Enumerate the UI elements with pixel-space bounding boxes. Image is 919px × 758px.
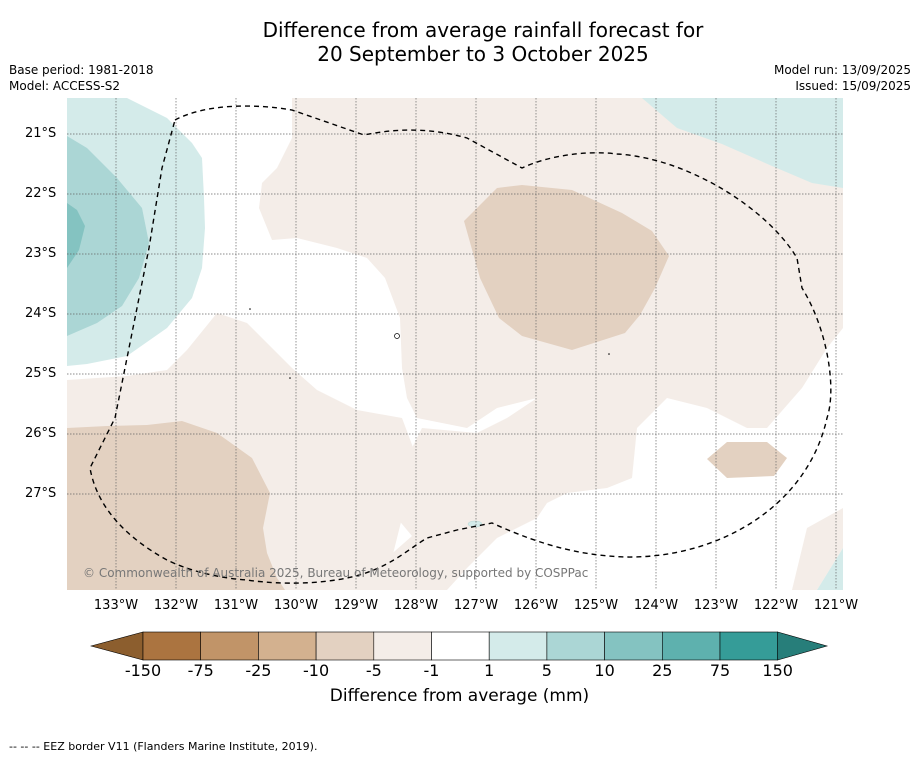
longitude-tick-label: 132°W <box>153 598 199 613</box>
latitude-tick-label: 23°S <box>25 246 57 261</box>
colorbar <box>90 631 829 661</box>
colorbar-title: Difference from average (mm) <box>329 686 590 706</box>
colorbar-over-arrow <box>777 631 829 661</box>
colorbar-tick-label: -1 <box>423 661 440 680</box>
contour-light-teal-northeast <box>642 98 843 188</box>
colorbar-segment <box>719 631 779 661</box>
contour-light-brown-east <box>792 508 843 590</box>
colorbar-tick-label: 10 <box>594 661 615 680</box>
contour-light-teal-southeast <box>817 548 843 590</box>
colorbar-segment <box>200 631 259 661</box>
colorbar-segment <box>315 631 375 661</box>
longitude-tick-label: 126°W <box>513 598 559 613</box>
colorbar-under-arrow <box>90 631 144 661</box>
contour-medium-brown-southwest <box>67 421 285 590</box>
longitude-tick-label: 121°W <box>813 598 859 613</box>
eez-border <box>89 105 832 584</box>
rainfall-anomaly-map: © Commonwealth of Australia 2025, Bureau… <box>67 98 843 590</box>
island-dot <box>289 377 291 379</box>
colorbar-segment <box>258 631 317 661</box>
colorbar-segment <box>604 631 663 661</box>
colorbar-segment <box>661 631 721 661</box>
contour-light-brown-northeast <box>397 98 427 113</box>
issued-date: Issued: 15/09/2025 <box>795 79 911 93</box>
colorbar-tick-label: -5 <box>365 661 382 680</box>
longitude-tick-label: 130°W <box>273 598 319 613</box>
model-run: Model run: 13/09/2025 <box>773 63 911 77</box>
longitude-tick-label: 128°W <box>393 598 439 613</box>
copyright-text: © Commonwealth of Australia 2025, Bureau… <box>83 566 588 580</box>
latitude-tick-label: 24°S <box>25 306 57 321</box>
longitude-tick-label: 129°W <box>333 598 379 613</box>
colorbar-segment <box>373 631 432 661</box>
graticule <box>67 98 843 590</box>
colorbar-segment <box>431 631 490 661</box>
latitude-tick-label: 25°S <box>25 366 57 381</box>
colorbar-tick-label: -25 <box>245 661 272 680</box>
contour-medium-brown-center <box>464 185 669 350</box>
base-period: Base period: 1981-2018 <box>9 63 154 77</box>
latitude-tick-label: 22°S <box>25 186 57 201</box>
eez-legend-note: -- -- -- EEZ border V11 (Flanders Marine… <box>9 740 318 753</box>
island-dot <box>394 333 400 339</box>
colorbar-tick-label: 25 <box>652 661 673 680</box>
longitude-tick-label: 122°W <box>753 598 799 613</box>
colorbar-tick-label: -150 <box>124 661 162 680</box>
contour-dark-teal-west <box>67 203 85 268</box>
island-dot <box>608 353 610 355</box>
longitude-tick-label: 131°W <box>213 598 259 613</box>
latitude-tick-label: 21°S <box>25 126 57 141</box>
title-line-1: Difference from average rainfall forecas… <box>262 18 704 42</box>
longitude-tick-label: 124°W <box>633 598 679 613</box>
meta-left: Base period: 1981-2018 Model: ACCESS-S2 <box>9 62 154 94</box>
island-dot <box>249 308 251 310</box>
longitude-tick-label: 125°W <box>573 598 619 613</box>
longitude-tick-label: 123°W <box>693 598 739 613</box>
colorbar-tick-label: 5 <box>541 661 552 680</box>
colorbar-tick-label: -75 <box>187 661 214 680</box>
title-line-2: 20 September to 3 October 2025 <box>317 42 649 66</box>
latitude-tick-label: 27°S <box>25 486 57 501</box>
map-title: Difference from average rainfall forecas… <box>0 18 919 66</box>
colorbar-segment <box>142 631 202 661</box>
latitude-tick-label: 26°S <box>25 426 57 441</box>
colorbar-tick-label: 150 <box>762 661 793 680</box>
contour-medium-brown-east <box>707 442 787 478</box>
colorbar-segment <box>546 631 605 661</box>
contour-medium-teal-west <box>67 136 149 336</box>
colorbar-tick-label: -10 <box>303 661 330 680</box>
longitude-tick-label: 133°W <box>93 598 139 613</box>
model-name: Model: ACCESS-S2 <box>9 79 121 93</box>
meta-right: Model run: 13/09/2025 Issued: 15/09/2025 <box>774 62 911 94</box>
longitude-tick-label: 127°W <box>453 598 499 613</box>
colorbar-tick-label: 1 <box>484 661 495 680</box>
colorbar-tick-label: 75 <box>709 661 731 680</box>
colorbar-segment <box>488 631 548 661</box>
